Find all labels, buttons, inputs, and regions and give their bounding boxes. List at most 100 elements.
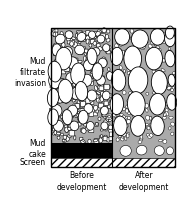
Ellipse shape [66,34,70,39]
Ellipse shape [157,36,161,41]
Ellipse shape [167,58,171,62]
Ellipse shape [101,122,108,130]
FancyBboxPatch shape [58,78,63,84]
Ellipse shape [154,119,156,124]
Ellipse shape [88,31,96,38]
Ellipse shape [158,97,161,101]
Ellipse shape [108,115,111,118]
Ellipse shape [70,91,73,94]
Ellipse shape [121,76,124,79]
Ellipse shape [95,110,98,113]
FancyBboxPatch shape [68,113,73,118]
Ellipse shape [167,86,170,90]
Ellipse shape [54,87,57,91]
Ellipse shape [100,38,103,41]
Ellipse shape [83,123,88,126]
FancyBboxPatch shape [104,84,109,90]
Ellipse shape [80,96,84,101]
Ellipse shape [134,112,136,115]
Ellipse shape [152,129,155,132]
Ellipse shape [111,73,115,77]
Ellipse shape [158,48,161,52]
Ellipse shape [98,81,102,84]
Ellipse shape [54,104,58,107]
Ellipse shape [159,60,163,63]
FancyBboxPatch shape [56,128,60,132]
FancyBboxPatch shape [108,94,112,97]
Ellipse shape [80,105,83,108]
Ellipse shape [66,73,76,84]
Ellipse shape [116,97,119,100]
Ellipse shape [97,35,105,43]
FancyBboxPatch shape [63,115,68,120]
Ellipse shape [154,146,164,155]
Ellipse shape [62,47,73,58]
Ellipse shape [71,124,76,127]
FancyBboxPatch shape [80,137,83,141]
Ellipse shape [132,62,135,65]
Ellipse shape [127,67,131,72]
Ellipse shape [90,108,95,113]
Ellipse shape [82,121,85,123]
FancyBboxPatch shape [100,40,103,43]
Ellipse shape [81,74,92,86]
Ellipse shape [48,61,62,82]
Ellipse shape [87,100,90,104]
Ellipse shape [87,90,97,101]
Ellipse shape [98,37,103,40]
Ellipse shape [146,56,149,59]
Ellipse shape [60,96,62,99]
Ellipse shape [84,60,93,71]
FancyBboxPatch shape [51,69,54,73]
Ellipse shape [81,74,83,78]
FancyBboxPatch shape [104,47,108,51]
FancyBboxPatch shape [91,53,95,57]
Ellipse shape [126,51,130,55]
Ellipse shape [58,79,73,103]
Ellipse shape [170,81,174,84]
Ellipse shape [78,101,80,104]
Ellipse shape [164,113,166,117]
Ellipse shape [136,145,147,155]
Ellipse shape [100,91,105,96]
Ellipse shape [77,33,86,41]
FancyBboxPatch shape [67,109,70,112]
Ellipse shape [170,76,173,80]
Ellipse shape [163,88,166,91]
Ellipse shape [73,42,77,48]
Ellipse shape [122,115,125,119]
Ellipse shape [168,88,170,91]
Ellipse shape [53,45,56,48]
Ellipse shape [85,127,90,131]
Ellipse shape [169,50,172,54]
Ellipse shape [67,79,71,84]
Ellipse shape [76,82,78,87]
FancyBboxPatch shape [90,82,93,85]
FancyBboxPatch shape [107,30,110,33]
Ellipse shape [53,43,57,47]
Ellipse shape [75,84,79,88]
Ellipse shape [111,47,123,66]
Bar [51,28,175,143]
FancyBboxPatch shape [62,56,67,61]
FancyBboxPatch shape [75,58,78,62]
Ellipse shape [56,132,61,135]
Ellipse shape [120,145,131,156]
Ellipse shape [154,124,158,128]
Ellipse shape [125,50,127,54]
FancyBboxPatch shape [67,51,71,56]
FancyBboxPatch shape [80,109,85,114]
FancyBboxPatch shape [70,40,75,45]
Ellipse shape [169,58,173,62]
FancyBboxPatch shape [56,132,60,136]
Ellipse shape [172,86,175,89]
Ellipse shape [171,122,175,126]
FancyBboxPatch shape [90,72,94,76]
Ellipse shape [165,112,169,116]
Ellipse shape [84,53,87,55]
Ellipse shape [95,72,99,76]
Ellipse shape [119,42,123,46]
FancyBboxPatch shape [51,32,55,36]
FancyBboxPatch shape [90,39,95,43]
Ellipse shape [83,87,85,90]
